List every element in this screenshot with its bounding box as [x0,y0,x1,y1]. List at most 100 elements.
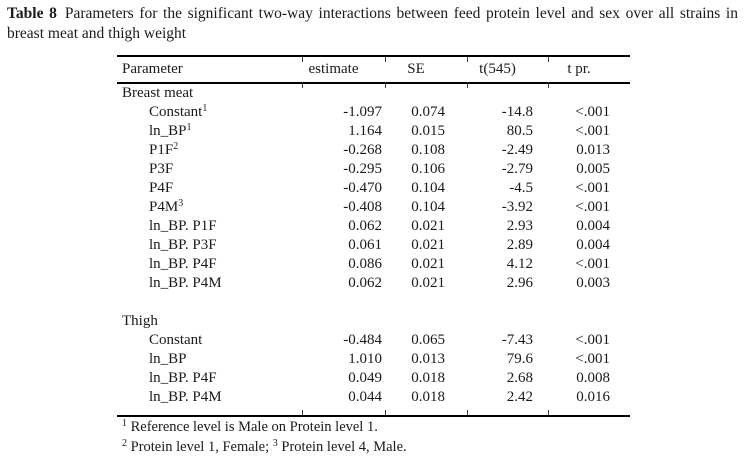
column-divider-tick [548,57,549,62]
parameter-name: ln_BP. P1F [149,218,217,234]
value-t: -7.43 [501,332,533,348]
value-tpr: 0.013 [576,142,610,158]
value-se: 0.108 [411,142,445,158]
value-estimate: -0.484 [343,332,382,348]
value-t: -4.5 [509,180,533,196]
table-row: P1F2 -0.268 0.108 -2.49 0.013 [117,141,630,160]
value-se: 0.021 [411,275,445,291]
section-spacer [117,293,630,312]
value-tpr: 0.005 [576,161,610,177]
value-estimate: 0.086 [348,256,382,272]
value-t: 79.6 [506,351,533,367]
footnote-marker: 1 [202,103,208,114]
column-divider-tick [467,410,468,415]
value-se: 0.104 [411,180,445,196]
value-se: 0.065 [411,332,445,348]
value-tpr: <.001 [575,104,610,120]
parameter-name: Constant [149,332,203,348]
caption-label: Table 8 [7,5,57,22]
parameter-name: ln_BP. P3F [149,237,217,253]
value-estimate: -0.470 [343,180,382,196]
table-row: ln_BP 1.010 0.013 79.6 <.001 [117,350,630,369]
table-row: ln_BP. P4F 0.086 0.021 4.12 <.001 [117,255,630,274]
value-se: 0.018 [411,370,445,386]
table-row: P4M3 -0.408 0.104 -3.92 <.001 [117,198,630,217]
column-divider-tick [467,82,468,88]
value-t: 2.68 [506,370,533,386]
parameter-name: ln_BP. P4M [149,275,222,291]
footnote-marker: 2 [173,141,179,152]
value-se: 0.015 [411,123,445,139]
parameter-name: P3F [149,161,174,177]
table-row: ln_BP. P3F 0.061 0.021 2.89 0.004 [117,236,630,255]
value-t: -14.8 [501,104,533,120]
column-divider-tick [385,410,386,415]
value-tpr: <.001 [575,123,610,139]
column-divider-tick [548,82,549,88]
table-row: ln_BP. P4M 0.062 0.021 2.96 0.003 [117,274,630,293]
value-tpr: <.001 [575,199,610,215]
value-tpr: <.001 [575,332,610,348]
value-se: 0.021 [411,237,445,253]
column-header-se: SE [407,61,425,77]
footnote-marker: 1 [186,122,192,133]
table-row: P3F -0.295 0.106 -2.79 0.005 [117,160,630,179]
value-estimate: -1.097 [343,104,382,120]
value-estimate: 1.164 [348,123,382,139]
value-tpr: <.001 [575,256,610,272]
value-tpr: <.001 [575,351,610,367]
value-se: 0.074 [411,104,445,120]
value-estimate: 1.010 [348,351,382,367]
value-t: 4.12 [506,256,533,272]
parameter-name: ln_BP [149,351,187,367]
parameter-name: ln_BP1 [149,122,192,140]
value-tpr: 0.004 [576,218,610,234]
table-row: ln_BP. P4M 0.044 0.018 2.42 0.016 [117,388,630,407]
table-end-padding [117,407,630,415]
table-caption: Table 8 Parameters for the significant tw… [7,4,738,44]
footnote-line: 2 Protein level 1, Female; 3 Protein lev… [122,437,407,455]
parameter-name: Constant1 [149,103,208,121]
value-se: 0.021 [411,256,445,272]
value-t: 2.93 [506,218,533,234]
value-se: 0.104 [411,199,445,215]
footnote-marker: 3 [178,198,184,209]
table-header-rule [117,82,630,84]
parameter-name: ln_BP. P4F [149,256,217,272]
column-header-parameter: Parameter [122,61,183,77]
value-estimate: -0.295 [343,161,382,177]
column-header-estimate: estimate [308,61,359,77]
column-divider-tick [548,410,549,415]
section-label: Thigh [122,313,158,329]
value-estimate: 0.049 [348,370,382,386]
value-tpr: 0.008 [576,370,610,386]
column-divider-tick [302,57,303,62]
value-se: 0.013 [411,351,445,367]
parameter-name: ln_BP. P4M [149,389,222,405]
table-row: P4F -0.470 0.104 -4.5 <.001 [117,179,630,198]
value-estimate: -0.268 [343,142,382,158]
parameter-name: ln_BP. P4F [149,370,217,386]
value-t: 2.89 [506,237,533,253]
value-estimate: 0.062 [348,218,382,234]
table-header-row: Parameter estimate SE t(545) t pr. [117,57,630,82]
value-t: 2.42 [506,389,533,405]
value-estimate: 0.061 [348,237,382,253]
column-divider-tick [302,410,303,415]
value-t: 2.96 [506,275,533,291]
section-label: Breast meat [122,85,194,101]
section-row-thigh: Thigh [117,312,630,331]
table-row: ln_BP1 1.164 0.015 80.5 <.001 [117,122,630,141]
table-row: ln_BP. P4F 0.049 0.018 2.68 0.008 [117,369,630,388]
value-tpr: 0.004 [576,237,610,253]
table-row: Constant -0.484 0.065 -7.43 <.001 [117,331,630,350]
value-se: 0.106 [411,161,445,177]
column-header-t-545: t(545) [479,61,516,77]
column-header-t-pr: t pr. [567,61,591,77]
section-row-breast-meat: Breast meat [117,84,630,103]
column-divider-tick [385,57,386,62]
value-se: 0.021 [411,218,445,234]
value-t: 80.5 [506,123,533,139]
table-body: Breast meat Constant1 -1.097 0.074 -14.8 <.00… [117,84,630,407]
